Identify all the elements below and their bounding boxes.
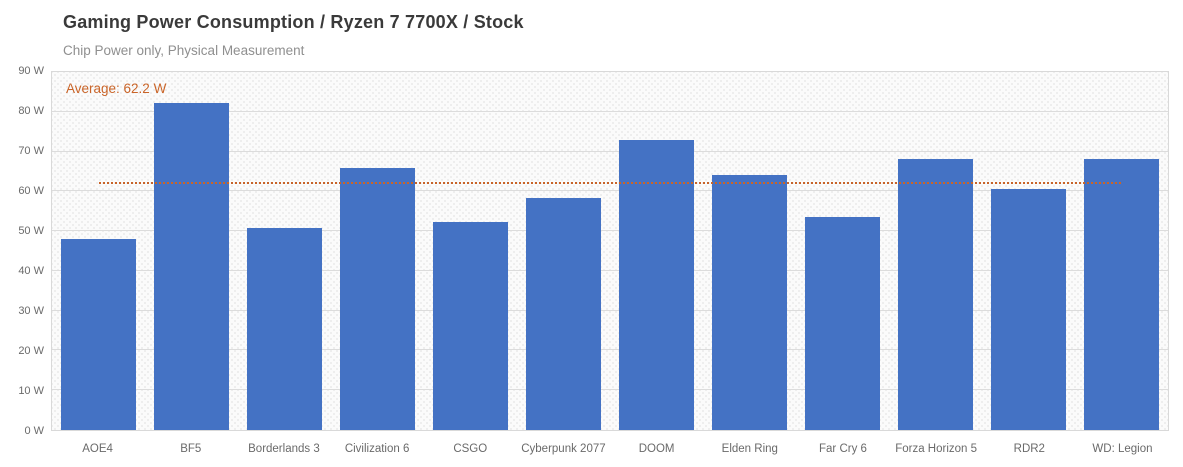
y-axis: 0 W 10 W 20 W 30 W 40 W 50 W 60 W 70 W 80 W 90 W (0, 65, 44, 437)
x-tick-label: Far Cry 6 (819, 443, 867, 455)
average-line (98, 181, 1122, 184)
chart-subtitle: Chip Power only, Physical Measurement (63, 43, 305, 58)
bar (433, 221, 508, 430)
bar (1084, 158, 1159, 430)
bar (898, 158, 973, 430)
x-tick-label: RDR2 (1013, 443, 1045, 455)
bar (619, 140, 694, 430)
bar (712, 175, 787, 430)
x-tick-label: Forza Horizon 5 (895, 443, 978, 455)
x-tick-label: Civilization 6 (344, 443, 410, 455)
bar-cell-cyberpunk-2077 (517, 72, 610, 430)
bar (805, 217, 880, 430)
bar (526, 197, 601, 430)
y-tick-label: 90 W (18, 65, 44, 77)
x-tick-label: CSGO (453, 443, 488, 455)
bar-cell-civilization-6 (331, 72, 424, 430)
gridline (52, 269, 1168, 271)
x-tick-label: Borderlands 3 (248, 443, 320, 455)
bar-cell-borderlands-3 (238, 72, 331, 430)
gridline (52, 150, 1168, 152)
x-tick-label: BF5 (180, 443, 202, 455)
bar-cell-forza-horizon-5 (889, 72, 982, 430)
x-axis: AOE4 BF5 Borderlands 3 Civilization 6 CSGO Cy… (51, 432, 1169, 460)
bar-series (52, 72, 1168, 430)
y-tick-label: 70 W (18, 145, 44, 157)
gridline (52, 230, 1168, 232)
average-label: Average: 62.2 W (66, 81, 167, 96)
x-tick-label: DOOM (638, 443, 675, 455)
y-tick-label: 60 W (18, 185, 44, 197)
bar-cell-doom (610, 72, 703, 430)
chart-title: Gaming Power Consumption / Ryzen 7 7700X… (63, 12, 524, 32)
bar (991, 188, 1066, 430)
x-tick-label: WD: Legion (1092, 443, 1153, 455)
bar-cell-bf5 (145, 72, 238, 430)
bar (61, 239, 136, 430)
y-tick-label: 40 W (18, 265, 44, 278)
bar-cell-wd-legion (1075, 72, 1168, 430)
plot-area: Average: 62.2 W (51, 71, 1169, 431)
bar-cell-csgo (424, 72, 517, 430)
gridline (52, 190, 1168, 192)
gridline (52, 309, 1168, 311)
y-tick-label: 0 W (24, 425, 44, 437)
bar-cell-aoe4 (52, 72, 145, 430)
gridline (52, 389, 1168, 391)
bar-cell-far-cry-6 (796, 72, 889, 430)
gridline (52, 349, 1168, 351)
y-tick-label: 80 W (18, 105, 44, 118)
x-tick-label: Cyberpunk 2077 (521, 443, 606, 455)
bar-cell-rdr2 (982, 72, 1075, 430)
bar (247, 227, 322, 430)
gridline (52, 110, 1168, 112)
y-tick-label: 10 W (18, 385, 44, 398)
y-tick-label: 30 W (18, 305, 44, 317)
bar (154, 102, 229, 430)
bar-cell-elden-ring (703, 72, 796, 430)
y-tick-label: 20 W (18, 345, 44, 358)
x-tick-label: AOE4 (82, 443, 113, 455)
bar (340, 167, 415, 430)
y-tick-label: 50 W (18, 225, 44, 237)
x-tick-label: Elden Ring (721, 443, 778, 455)
